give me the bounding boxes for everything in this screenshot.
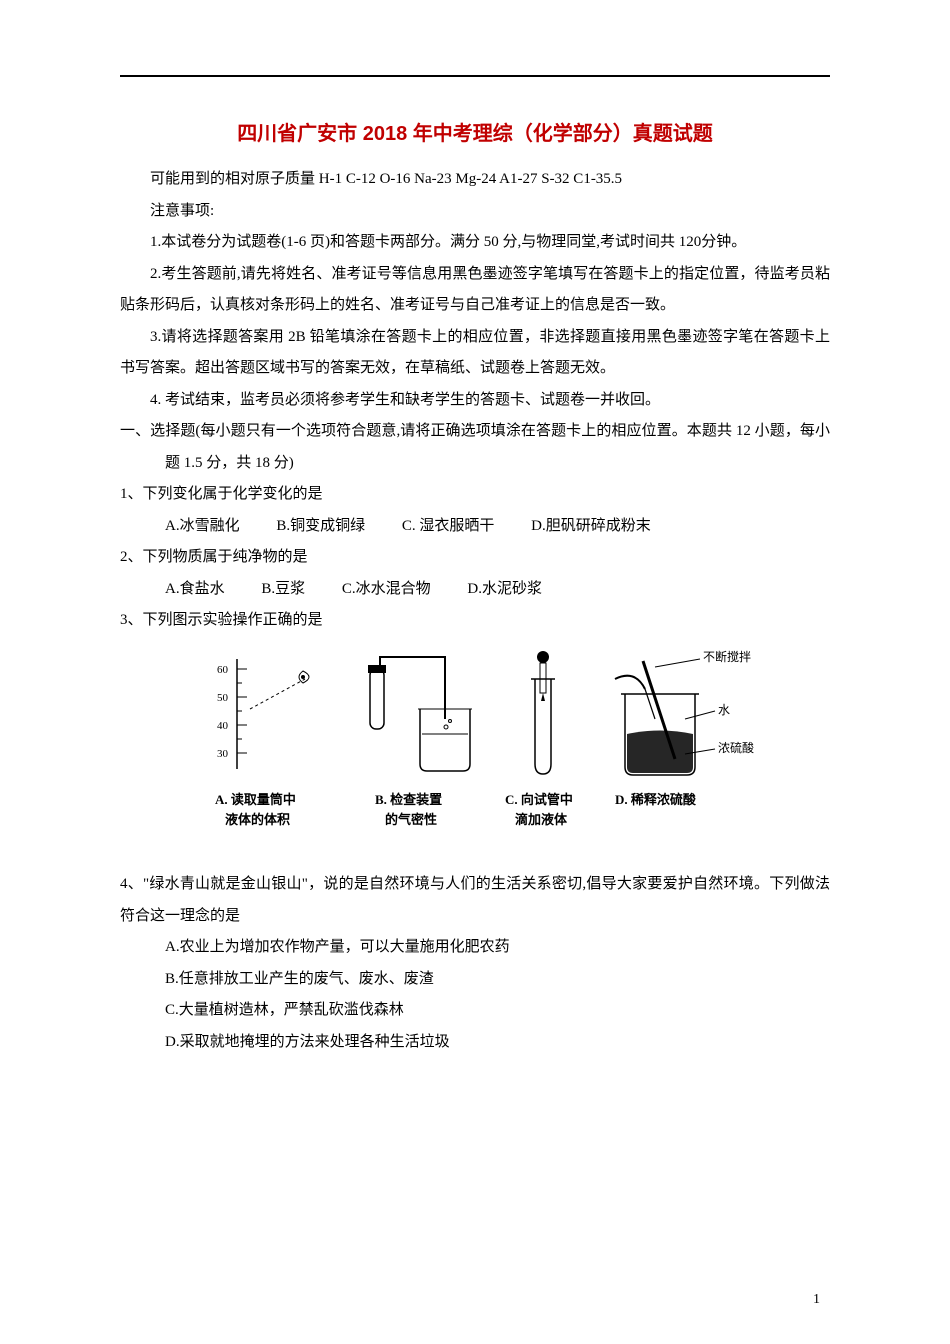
question-1: 1、下列变化属于化学变化的是 A.冰雪融化 B.铜变成铜绿 C. 湿衣服晒干 D… xyxy=(120,479,830,542)
q4-stem: 4、"绿水青山就是金山银山"，说的是自然环境与人们的生活关系密切,倡导大家要爱护… xyxy=(120,869,830,932)
panel-c-cap1: C. 向试管中 xyxy=(505,792,573,807)
q2-opt-b: B.豆浆 xyxy=(261,581,305,597)
question-3: 3、下列图示实验操作正确的是 60 50 40 30 xyxy=(120,605,830,851)
panel-b-cap1: B. 检查装置 xyxy=(375,792,442,807)
panel-c: C. 向试管中 滴加液体 xyxy=(505,651,573,827)
q2-options: A.食盐水 B.豆浆 C.冰水混合物 D.水泥砂浆 xyxy=(120,574,830,606)
notice-1: 1.本试卷分为试题卷(1-6 页)和答题卡两部分。满分 50 分,与物理同堂,考… xyxy=(120,227,830,259)
header-rule xyxy=(120,75,830,77)
q1-opt-c: C. 湿衣服晒干 xyxy=(402,518,495,534)
notice-3: 3.请将选择题答案用 2B 铅笔填涂在答题卡上的相应位置，非选择题直接用黑色墨迹… xyxy=(120,322,830,385)
q1-options: A.冰雪融化 B.铜变成铜绿 C. 湿衣服晒干 D.胆矾研碎成粉末 xyxy=(120,511,830,543)
q4-opt-a: A.农业上为增加农作物产量，可以大量施用化肥农药 xyxy=(120,932,830,964)
q2-opt-c: C.冰水混合物 xyxy=(342,581,431,597)
q1-opt-d: D.胆矾研碎成粉末 xyxy=(531,518,651,534)
notice-heading: 注意事项: xyxy=(120,196,830,228)
panel-a-cap2: 液体的体积 xyxy=(225,812,290,827)
notice-4: 4. 考试结束，监考员必须将参考学生和缺考学生的答题卡、试题卷一并收回。 xyxy=(120,385,830,417)
section-1-heading: 一、选择题(每小题只有一个选项符合题意,请将正确选项填涂在答题卡上的相应位置。本… xyxy=(120,416,830,479)
q1-opt-a: A.冰雪融化 xyxy=(165,518,240,534)
page-title: 四川省广安市 2018 年中考理综（化学部分）真题试题 xyxy=(120,117,830,146)
q3-stem: 3、下列图示实验操作正确的是 xyxy=(120,605,830,637)
q1-opt-b: B.铜变成铜绿 xyxy=(276,518,365,534)
notice-2: 2.考生答题前,请先将姓名、准考证号等信息用黑色墨迹签字笔填写在答题卡上的指定位… xyxy=(120,259,830,322)
panel-d-cap1: D. 稀释浓硫酸 xyxy=(615,792,697,807)
lab-diagram-svg: 60 50 40 30 A. 读取量筒中 xyxy=(195,649,755,839)
q4-opt-d: D.采取就地掩埋的方法来处理各种生活垃圾 xyxy=(120,1027,830,1059)
tick-30: 30 xyxy=(217,748,229,760)
q2-opt-d: D.水泥砂浆 xyxy=(467,581,542,597)
question-4: 4、"绿水青山就是金山银山"，说的是自然环境与人们的生活关系密切,倡导大家要爱护… xyxy=(120,869,830,1058)
page-number: 1 xyxy=(813,1292,820,1308)
tick-50: 50 xyxy=(217,692,229,704)
tick-60: 60 xyxy=(217,664,229,676)
panel-a: 60 50 40 30 A. 读取量筒中 xyxy=(215,659,309,827)
q4-opt-c: C.大量植树造林，严禁乱砍滥伐森林 xyxy=(120,995,830,1027)
panel-b: B. 检查装置 的气密性 xyxy=(368,657,472,827)
panel-c-cap2: 滴加液体 xyxy=(515,812,568,827)
exam-page: 四川省广安市 2018 年中考理综（化学部分）真题试题 可能用到的相对原子质量 … xyxy=(0,0,950,1098)
q4-opt-b: B.任意排放工业产生的废气、废水、废渣 xyxy=(120,964,830,996)
panel-a-cap1: A. 读取量筒中 xyxy=(215,792,296,807)
d-label-water: 水 xyxy=(718,703,730,717)
question-2: 2、下列物质属于纯净物的是 A.食盐水 B.豆浆 C.冰水混合物 D.水泥砂浆 xyxy=(120,542,830,605)
d-label-stir: 不断搅拌 xyxy=(703,649,751,664)
atomic-masses: 可能用到的相对原子质量 H-1 C-12 O-16 Na-23 Mg-24 A1… xyxy=(120,164,830,196)
q2-stem: 2、下列物质属于纯净物的是 xyxy=(120,542,830,574)
tick-40: 40 xyxy=(217,720,229,732)
d-label-acid: 浓硫酸 xyxy=(718,740,754,755)
q3-figure: 60 50 40 30 A. 读取量筒中 xyxy=(120,649,830,852)
q1-stem: 1、下列变化属于化学变化的是 xyxy=(120,479,830,511)
panel-d: 不断搅拌 水 浓硫酸 D. 稀释浓硫酸 xyxy=(615,649,754,807)
panel-b-cap2: 的气密性 xyxy=(385,812,437,827)
q2-opt-a: A.食盐水 xyxy=(165,581,225,597)
